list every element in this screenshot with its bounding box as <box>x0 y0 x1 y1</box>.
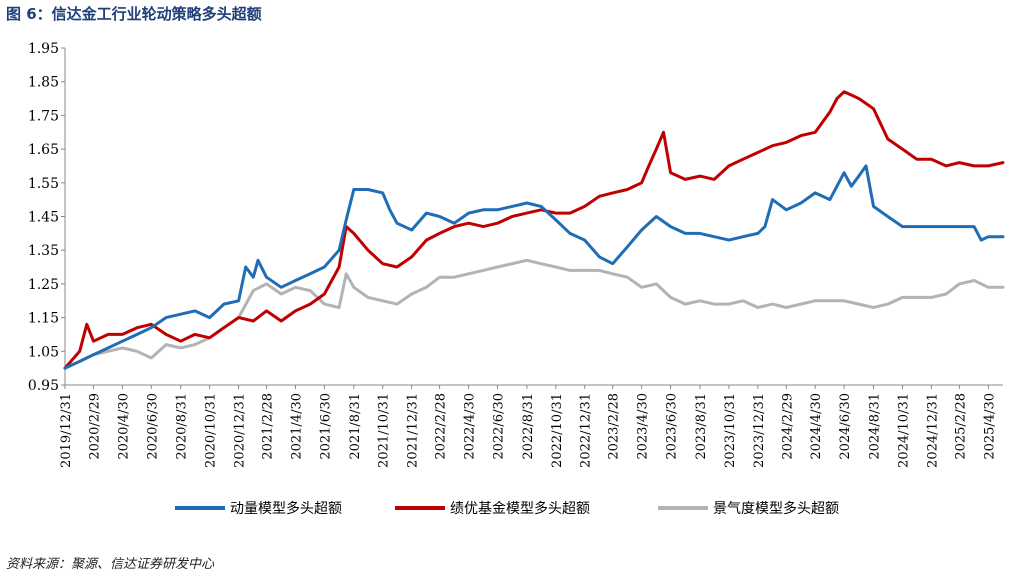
y-tick-label: 1.85 <box>28 75 59 91</box>
x-tick-label: 2020/4/30 <box>116 393 131 460</box>
y-tick-label: 0.95 <box>28 378 59 394</box>
chart-legend: 动量模型多头超额 绩优基金模型多头超额 景气度模型多头超额 <box>175 500 839 517</box>
y-tick-label: 1.55 <box>28 176 59 192</box>
x-tick-label: 2019/12/31 <box>59 393 74 468</box>
x-tick-label: 2024/6/30 <box>838 393 853 460</box>
y-tick-label: 1.25 <box>28 277 59 293</box>
series-line-1 <box>63 164 1005 370</box>
line-chart: 0.95 1.05 1.15 1.25 1.35 1.45 1.55 1.65 1.75 1.85… <box>28 41 1005 517</box>
chart-axes: 0.95 1.05 1.15 1.25 1.35 1.45 1.55 1.65 1.75 1.85… <box>28 41 1003 468</box>
x-tick-label: 2025/2/28 <box>953 393 968 460</box>
y-tick-label: 1.65 <box>28 142 59 158</box>
x-tick-label: 2022/8/31 <box>521 393 536 460</box>
series-layer <box>63 90 1005 370</box>
x-tick-label: 2023/4/30 <box>636 393 651 460</box>
x-tick-label: 2024/8/31 <box>868 393 883 460</box>
x-tick-label: 2021/12/31 <box>406 393 421 468</box>
x-tick-label: 2020/2/29 <box>87 393 102 460</box>
y-tick-label: 1.05 <box>28 344 59 360</box>
x-tick-label: 2020/8/31 <box>175 393 190 460</box>
y-tick-label: 1.75 <box>28 108 59 124</box>
x-tick-label: 2023/6/30 <box>665 393 680 460</box>
y-tick-label: 1.95 <box>28 41 59 57</box>
y-tick-label: 1.45 <box>28 210 59 226</box>
x-tick-label: 2021/10/31 <box>377 393 392 468</box>
x-tick-label: 2023/10/31 <box>723 393 738 468</box>
x-tick-label: 2025/4/30 <box>982 393 997 460</box>
y-tick-label: 1.35 <box>28 243 59 259</box>
x-tick-label: 2020/10/31 <box>204 393 219 468</box>
legend-label-1: 动量模型多头超额 <box>230 500 342 517</box>
x-tick-label: 2024/4/30 <box>809 393 824 460</box>
series-line-2 <box>63 90 1005 370</box>
source-note: 资料来源：聚源、信达证券研发中心 <box>6 557 215 572</box>
x-tick-label: 2023/2/28 <box>607 393 622 460</box>
x-tick-label: 2022/4/30 <box>463 393 478 460</box>
figure-title: 图 6：信达金工行业轮动策略多头超额 <box>6 5 262 23</box>
legend-label-2: 绩优基金模型多头超额 <box>450 500 590 517</box>
x-tick-label: 2021/6/30 <box>318 393 333 460</box>
x-tick-label: 2020/6/30 <box>145 393 160 460</box>
x-tick-label: 2021/8/31 <box>348 393 363 460</box>
x-tick-label: 2024/12/31 <box>925 393 940 468</box>
x-tick-label: 2023/12/31 <box>752 393 767 468</box>
x-tick-label: 2022/10/31 <box>550 393 565 468</box>
x-tick-label: 2021/4/30 <box>289 393 304 460</box>
x-tick-label: 2024/10/31 <box>896 393 911 468</box>
x-tick-label: 2023/8/31 <box>694 393 709 460</box>
x-tick-label: 2022/6/30 <box>491 393 506 460</box>
legend-label-3: 景气度模型多头超额 <box>713 500 839 517</box>
x-tick-label: 2022/2/28 <box>434 393 449 460</box>
x-tick-label: 2020/12/31 <box>233 393 248 468</box>
x-tick-label: 2021/2/28 <box>261 393 276 460</box>
x-tick-label: 2022/12/31 <box>579 393 594 468</box>
y-tick-label: 1.15 <box>28 311 59 327</box>
x-tick-label: 2024/2/29 <box>780 393 795 460</box>
